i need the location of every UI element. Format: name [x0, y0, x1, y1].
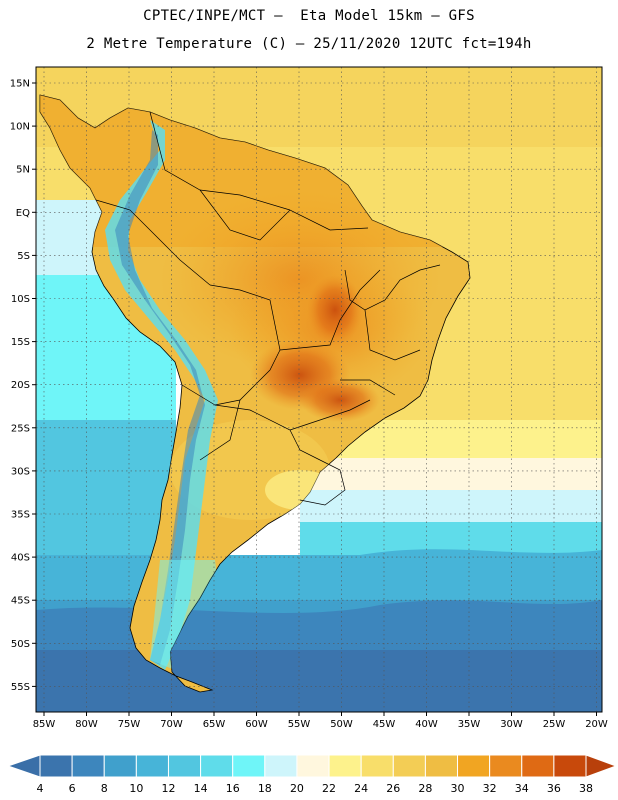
longitude-axis: 85W 80W 75W 70W 65W 60W 55W 50W 45W 40W 35W 30W 25W 2…	[33, 712, 608, 730]
lon-tick-label: 65W	[203, 719, 226, 730]
colorbar-bin	[103, 754, 137, 778]
chart-title-variable: 2 Metre Temperature (C) – 25/11/2020 12U…	[86, 36, 532, 52]
lat-tick-label: 5S	[17, 251, 30, 262]
lat-tick-label: 10N	[10, 122, 30, 133]
colorbar-label: 22	[322, 782, 336, 795]
colorbar-bin	[328, 754, 362, 778]
colorbar-above-arrow	[585, 754, 618, 778]
colorbar-bin	[424, 754, 459, 778]
lat-tick-label: 40S	[11, 553, 30, 564]
colorbar-label: 28	[418, 782, 432, 795]
colorbar-label: 32	[483, 782, 497, 795]
patagonia-cool-area	[150, 560, 220, 670]
colorbar-bin	[135, 754, 169, 778]
colorbar-bin	[553, 754, 587, 778]
ocean-band-south-3	[36, 640, 602, 712]
lon-tick-label: 70W	[160, 719, 183, 730]
lon-tick-label: 35W	[458, 719, 481, 730]
lon-tick-label: 85W	[33, 719, 56, 730]
lat-tick-label: 45S	[11, 596, 30, 607]
colorbar-label: 24	[354, 782, 368, 795]
colorbar: 4 6 8 10 12 14 16 18 20 22 24 26 28 30 32 34 36 38	[6, 754, 618, 795]
lat-tick-label: 50S	[11, 639, 30, 650]
latitude-axis: 15N 10N 5N EQ 5S 10S 15S 20S 25S 30S 35S 40S 45S 50S 5…	[10, 79, 36, 693]
colorbar-label: 20	[290, 782, 304, 795]
country-borders	[95, 111, 441, 506]
lat-tick-label: 30S	[11, 466, 30, 477]
lat-tick-label: 15N	[10, 79, 30, 90]
lon-tick-label: 80W	[75, 719, 98, 730]
lat-tick-label: 5N	[16, 165, 30, 176]
colorbar-bin	[392, 754, 426, 778]
lat-tick-label: 15S	[11, 337, 30, 348]
lon-tick-label: 50W	[330, 719, 353, 730]
colorbar-bin	[264, 754, 298, 778]
colorbar-label: 36	[547, 782, 561, 795]
colorbar-bin	[296, 754, 330, 778]
colorbar-label: 14	[194, 782, 208, 795]
colorbar-label: 10	[129, 782, 143, 795]
lon-tick-label: 60W	[245, 719, 268, 730]
andes-cold-strip	[105, 120, 218, 670]
colorbar-bin	[71, 754, 105, 778]
hot-core-parana	[300, 378, 380, 422]
colorbar-bin	[167, 754, 202, 778]
colorbar-label: 18	[258, 782, 272, 795]
lat-tick-label: 25S	[11, 423, 30, 434]
lon-tick-label: 40W	[415, 719, 438, 730]
colorbar-label: 38	[579, 782, 593, 795]
colorbar-label: 12	[161, 782, 175, 795]
colorbar-bin	[232, 754, 266, 778]
colorbar-label: 26	[386, 782, 400, 795]
lon-tick-label: 45W	[373, 719, 396, 730]
colorbar-label: 6	[69, 782, 76, 795]
map-frame	[35, 66, 603, 713]
lat-tick-label: 10S	[11, 294, 30, 305]
lon-tick-label: 20W	[585, 719, 608, 730]
ocean-band-cyan-east	[300, 490, 602, 525]
lon-tick-label: 75W	[118, 719, 141, 730]
lat-tick-label: 35S	[11, 510, 30, 521]
colorbar-label: 34	[515, 782, 529, 795]
chart-title-model: CPTEC/INPE/MCT – Eta Model 15km – GFS	[143, 8, 475, 24]
colorbar-below-arrow	[6, 754, 41, 778]
lon-tick-label: 25W	[543, 719, 566, 730]
lat-tick-label: 55S	[11, 682, 30, 693]
colorbar-bin	[489, 754, 523, 778]
colorbar-bin	[521, 754, 555, 778]
colorbar-bin	[457, 754, 491, 778]
colorbar-label: 16	[226, 782, 240, 795]
lon-tick-label: 30W	[500, 719, 523, 730]
colorbar-bin	[200, 754, 234, 778]
lat-tick-label: 20S	[11, 380, 30, 391]
colorbar-label: 4	[37, 782, 44, 795]
colorbar-label: 8	[101, 782, 108, 795]
colorbar-bin	[39, 754, 73, 778]
colorbar-bin	[360, 754, 394, 778]
hot-core-goias	[307, 275, 363, 345]
ocean-band-west-south	[36, 420, 176, 560]
lon-tick-label: 55W	[288, 719, 311, 730]
lat-tick-label: EQ	[16, 208, 30, 219]
andes-cold-core	[115, 130, 205, 665]
colorbar-label: 30	[451, 782, 465, 795]
